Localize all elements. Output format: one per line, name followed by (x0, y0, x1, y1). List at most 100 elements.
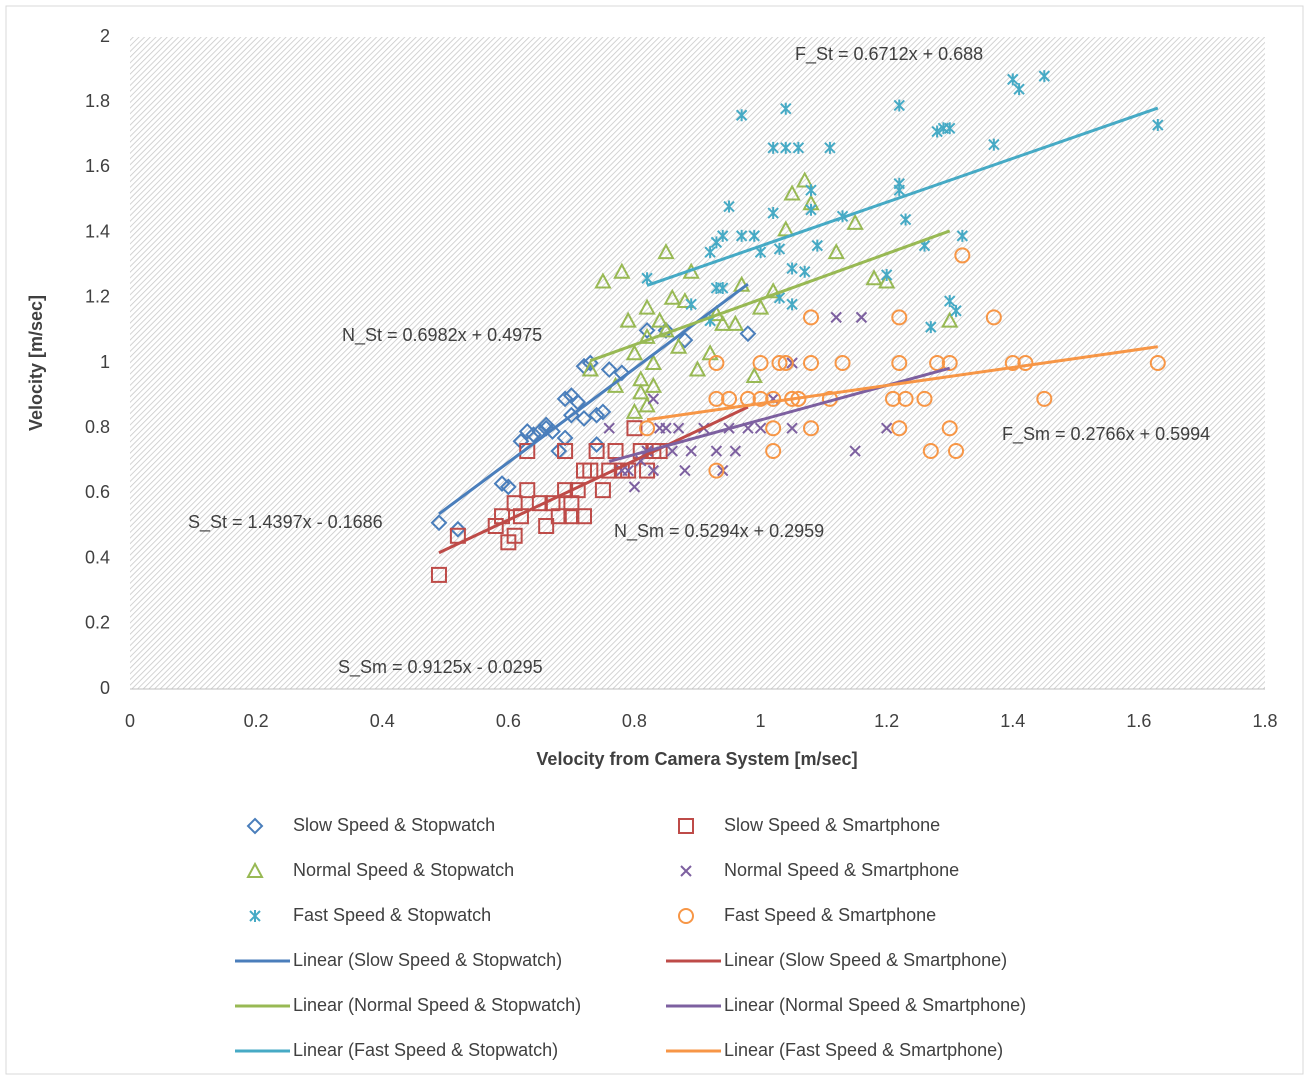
point (672, 422, 685, 434)
point (891, 420, 908, 437)
point (625, 344, 644, 361)
point (639, 420, 656, 437)
point (767, 207, 779, 220)
point (556, 390, 574, 408)
point (506, 527, 523, 544)
point (805, 184, 817, 197)
point (988, 138, 1000, 151)
point (714, 314, 732, 331)
point (765, 420, 782, 437)
point (752, 390, 769, 407)
point (954, 247, 971, 264)
point (1036, 390, 1053, 407)
point (891, 309, 908, 326)
point (1152, 119, 1164, 132)
point (754, 246, 767, 259)
y-axis-title: Velocity [m/sec] (26, 295, 46, 431)
legend-label: Slow Speed & Stopwatch (293, 815, 495, 835)
point (948, 443, 965, 460)
equation-label: N_St = 0.6982x + 0.4975 (342, 325, 542, 346)
point (638, 396, 656, 413)
legend-label: Linear (Slow Speed & Stopwatch) (293, 950, 562, 970)
y-tick-label: 0.8 (85, 417, 110, 437)
point (925, 321, 937, 334)
point (846, 213, 864, 230)
point (588, 436, 606, 453)
legend-label: Linear (Slow Speed & Smartphone) (724, 950, 1007, 970)
point (950, 304, 962, 317)
point (827, 243, 845, 260)
x-tick-label: 0.6 (496, 711, 521, 731)
point (1149, 355, 1166, 371)
x-tick-label: 0.2 (244, 711, 269, 731)
point (803, 309, 819, 326)
point (688, 360, 707, 377)
point (944, 122, 956, 135)
point (638, 327, 656, 344)
point (723, 200, 735, 213)
point (430, 566, 447, 583)
x-tick-label: 1.4 (1000, 711, 1025, 731)
point (796, 171, 814, 188)
legend-label: Linear (Normal Speed & Smartphone) (724, 995, 1026, 1015)
point (985, 309, 1002, 326)
point (660, 422, 672, 434)
point (780, 141, 792, 154)
point (798, 265, 811, 278)
point (449, 520, 467, 538)
x-tick-label: 1.8 (1252, 711, 1277, 731)
point (708, 355, 725, 371)
equation-label: S_Sm = 0.9125x - 0.0295 (338, 657, 543, 678)
point (880, 268, 893, 281)
point (893, 184, 905, 197)
point (430, 514, 448, 532)
point (666, 445, 678, 457)
point (893, 99, 905, 112)
point (581, 354, 599, 372)
point (764, 282, 782, 299)
point (786, 298, 798, 311)
point (657, 321, 675, 338)
point (594, 482, 611, 499)
point (834, 355, 851, 371)
point (748, 229, 760, 242)
point (575, 410, 593, 427)
point (941, 311, 959, 328)
point (805, 203, 817, 216)
legend-marker (678, 818, 694, 834)
point (792, 141, 805, 154)
legend-marker (246, 861, 264, 878)
point (632, 383, 650, 400)
legend-label: Slow Speed & Smartphone (724, 815, 940, 835)
y-tick-label: 0.2 (85, 613, 110, 633)
point (638, 321, 656, 339)
point (803, 420, 819, 437)
point (944, 295, 956, 308)
y-tick-label: 0 (100, 678, 110, 698)
point (877, 272, 896, 289)
equation-label: F_Sm = 0.2766x + 0.5994 (1002, 424, 1210, 445)
legend-label: Linear (Normal Speed & Stopwatch) (293, 995, 581, 1015)
point (1017, 355, 1034, 371)
point (685, 445, 697, 457)
x-tick-label: 0.8 (622, 711, 647, 731)
point (607, 443, 624, 460)
point (849, 445, 861, 457)
point (588, 406, 606, 424)
y-tick-label: 1 (100, 352, 110, 372)
x-tick-label: 1 (756, 711, 766, 731)
point (777, 220, 795, 237)
trendline (646, 345, 1159, 422)
equation-label: S_St = 1.4397x - 0.1686 (188, 512, 383, 533)
point (824, 141, 836, 154)
y-tick-label: 1.2 (85, 287, 110, 307)
point (594, 272, 612, 289)
point (638, 298, 656, 315)
point (619, 311, 637, 328)
legend-label: Fast Speed & Smartphone (724, 905, 936, 925)
point (865, 269, 883, 286)
equation-label: F_St = 0.6712x + 0.688 (795, 44, 983, 65)
x-axis-title: Velocity from Camera System [m/sec] (536, 749, 857, 769)
point (732, 275, 751, 292)
point (685, 298, 697, 311)
